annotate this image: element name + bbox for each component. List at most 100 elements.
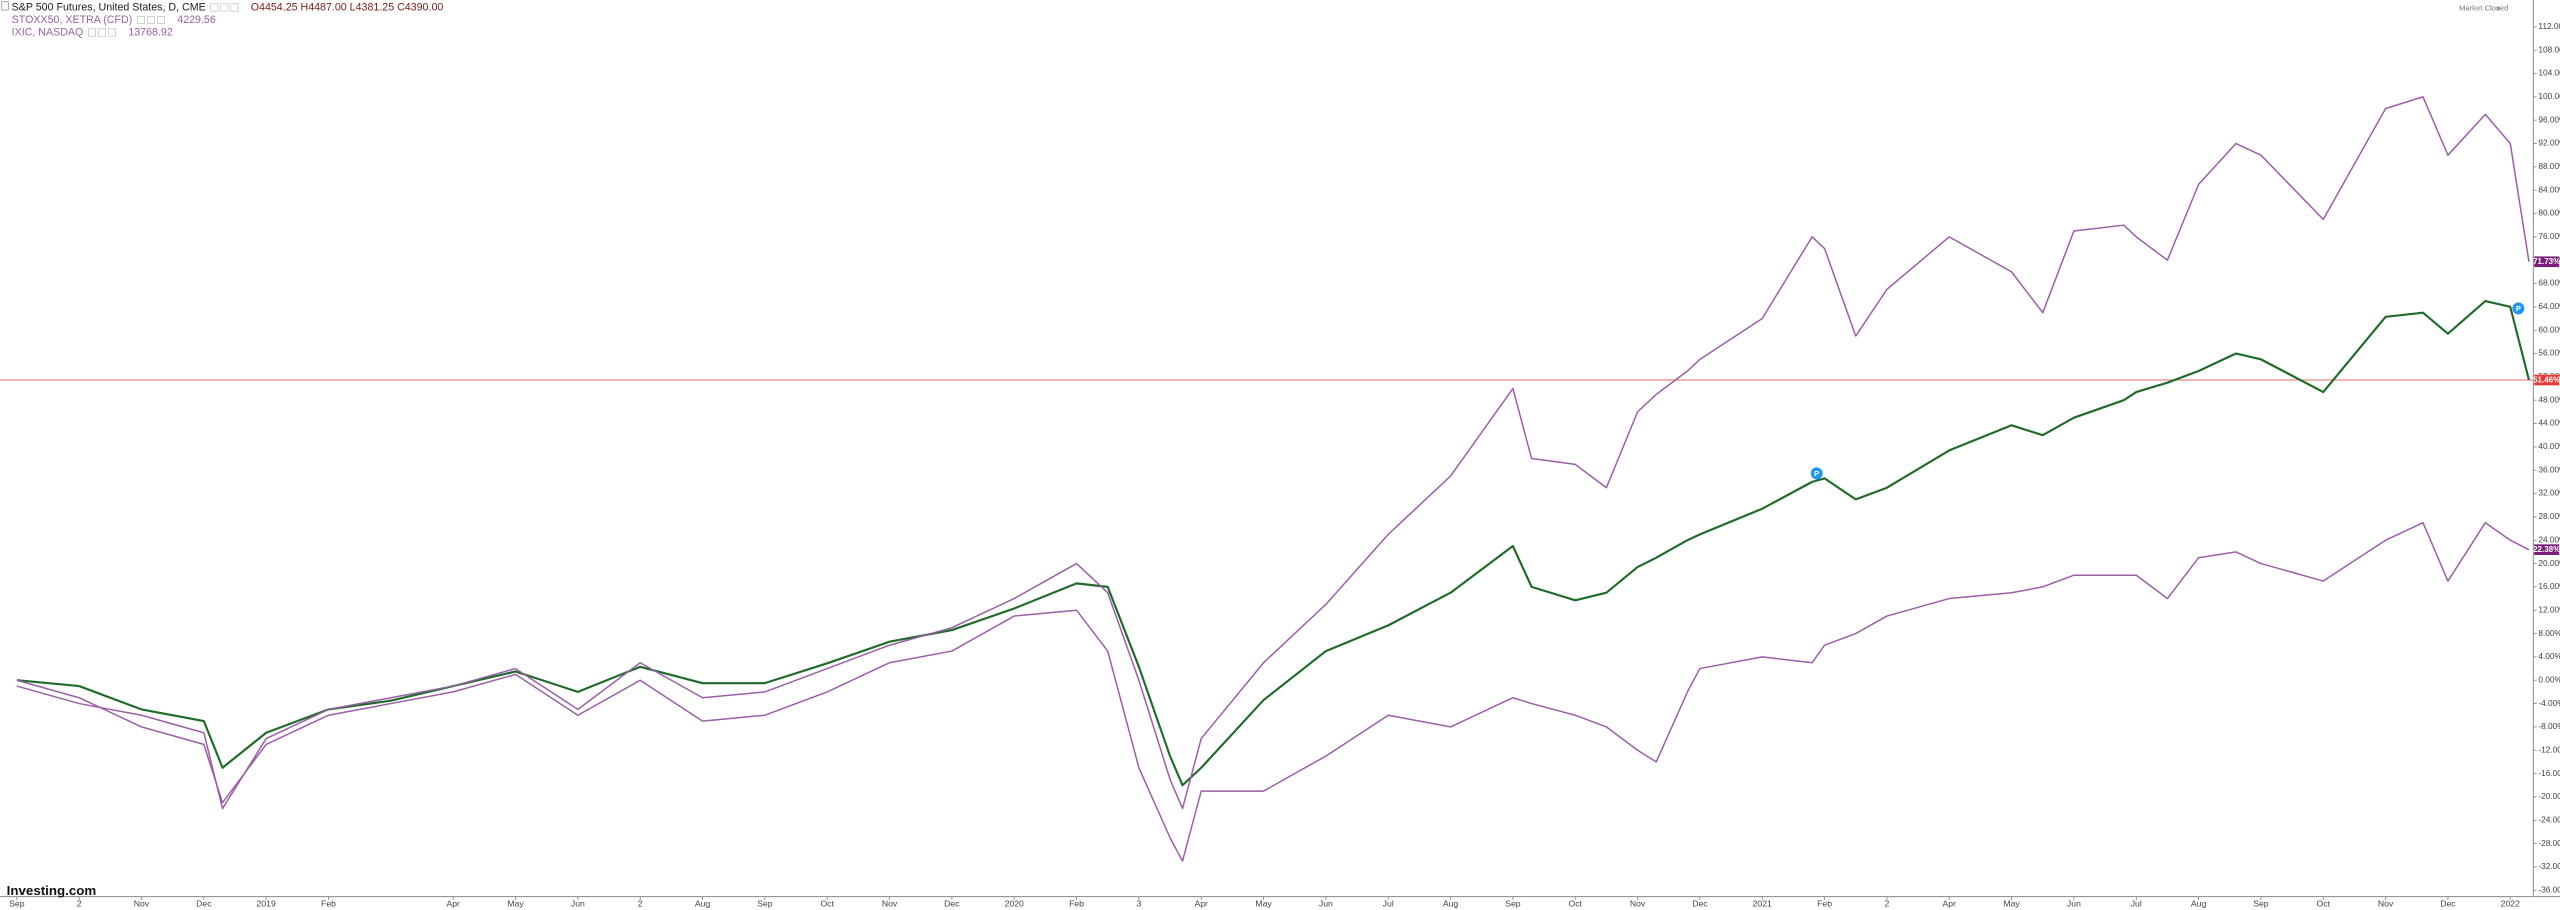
legend-quote: O4454.25 H4487.00 L4381.25 C4390.00 [251, 1, 444, 13]
pattern-marker[interactable] [2512, 302, 2525, 315]
legend-quote: 4229.56 [177, 14, 216, 26]
pattern-marker[interactable] [1810, 467, 1823, 480]
last-value-badge [2534, 374, 2560, 386]
x-tick-label: Feb [321, 898, 336, 908]
pattern-marker-icon: P [2516, 304, 2521, 313]
y-tick-label: 20.00% [2538, 558, 2560, 568]
last-value-label: 71.73% [2533, 257, 2560, 266]
y-tick-label: 32.00% [2538, 488, 2560, 498]
y-tick-label: 4.00% [2538, 651, 2560, 661]
brand-logo: Investing.com [7, 883, 97, 898]
y-tick-label: 16.00% [2538, 581, 2560, 591]
market-status: Market Closed [2459, 3, 2508, 12]
x-tick-label: Sep [9, 898, 25, 908]
x-tick-label: Nov [134, 898, 150, 908]
last-value-label: 22.38% [2533, 545, 2560, 554]
legend-control[interactable] [107, 28, 116, 37]
y-tick-label: 8.00% [2538, 628, 2560, 638]
legend-control[interactable] [220, 3, 229, 12]
y-tick-label: -12.00% [2538, 744, 2560, 754]
x-tick-label: Oct [820, 898, 834, 908]
y-tick-label: 96.00% [2538, 114, 2560, 124]
x-tick-label: Dec [944, 898, 960, 908]
y-tick-label: 12.00% [2538, 604, 2560, 614]
x-tick-label: May [2003, 898, 2020, 908]
y-tick-label: 44.00% [2538, 418, 2560, 428]
x-tick-label: Sep [1505, 898, 1521, 908]
y-tick-label: 40.00% [2538, 441, 2560, 451]
x-tick-label: Feb [1069, 898, 1084, 908]
x-tick-label: 3 [1136, 898, 1141, 908]
x-tick-label: Sep [2253, 898, 2269, 908]
y-tick-label: 56.00% [2538, 348, 2560, 358]
x-tick-label: Jun [1319, 898, 1333, 908]
x-tick-label: 2021 [1753, 898, 1772, 908]
y-tick-label: 0.00% [2538, 674, 2560, 684]
y-tick-label: 60.00% [2538, 324, 2560, 334]
x-tick-label: Oct [2317, 898, 2331, 908]
x-tick-label: 2022 [2501, 898, 2520, 908]
y-tick-label: 88.00% [2538, 161, 2560, 171]
legend-control[interactable] [136, 16, 145, 25]
x-tick-label: 2020 [1005, 898, 1024, 908]
x-tick-label: Jul [1383, 898, 1394, 908]
legend-control[interactable] [156, 16, 165, 25]
x-tick-label: Apr [1194, 898, 1208, 908]
x-tick-label: 2 [638, 898, 643, 908]
x-tick-label: Dec [1692, 898, 1708, 908]
x-tick-label: Apr [446, 898, 460, 908]
x-tick-label: Nov [882, 898, 898, 908]
y-tick-label: 28.00% [2538, 511, 2560, 521]
x-tick-label: Feb [1817, 898, 1832, 908]
series-line [16, 299, 2531, 787]
x-tick-label: Aug [1443, 898, 1459, 908]
y-tick-label: 100.00% [2538, 91, 2560, 101]
y-tick-label: 76.00% [2538, 231, 2560, 241]
y-tick-label: -28.00% [2538, 838, 2560, 848]
x-tick-label: Sep [757, 898, 773, 908]
y-tick-label: 84.00% [2538, 184, 2560, 194]
series-line [16, 521, 2530, 862]
legend-control[interactable] [146, 16, 155, 25]
y-tick-label: -32.00% [2538, 861, 2560, 871]
y-tick-label: -4.00% [2538, 698, 2560, 708]
y-tick-label: 92.00% [2538, 138, 2560, 148]
x-tick-label: 2 [77, 898, 82, 908]
x-tick-label: Nov [1630, 898, 1646, 908]
x-tick-label: Aug [695, 898, 711, 908]
legend-control[interactable] [87, 28, 96, 37]
x-tick-label: May [1255, 898, 1272, 908]
x-tick-label: Jun [571, 898, 585, 908]
last-value-label: 51.46% [2533, 375, 2560, 384]
y-tick-label: 64.00% [2538, 301, 2560, 311]
x-tick-label: Aug [2191, 898, 2207, 908]
x-tick-label: 2019 [257, 898, 276, 908]
legend-quote: 13768.92 [128, 26, 173, 38]
legend-control[interactable] [97, 28, 106, 37]
x-tick-label: Jun [2067, 898, 2081, 908]
x-tick-label: 2 [1884, 898, 1889, 908]
legend-name: STOXX50, XETRA (CFD) [12, 14, 133, 26]
legend-name: IXIC, NASDAQ [12, 26, 84, 38]
x-tick-label: Apr [1943, 898, 1957, 908]
y-tick-label: -36.00% [2538, 884, 2560, 894]
x-tick-label: May [507, 898, 524, 908]
y-tick-label: 24.00% [2538, 534, 2560, 544]
last-value-badge [2534, 256, 2560, 268]
legend-name: S&P 500 Futures, United States, D, CME [12, 1, 206, 13]
legend-control[interactable] [230, 3, 239, 12]
x-tick-label: Nov [2378, 898, 2394, 908]
x-tick-label: Dec [196, 898, 212, 908]
y-tick-label: 36.00% [2538, 464, 2560, 474]
x-tick-label: Oct [1568, 898, 1582, 908]
legend-toggle[interactable] [1, 1, 9, 11]
status-dot [2496, 6, 2500, 10]
y-tick-label: -20.00% [2538, 791, 2560, 801]
legend-control[interactable] [210, 3, 219, 12]
y-tick-label: 104.00% [2538, 68, 2560, 78]
y-tick-label: -8.00% [2538, 721, 2560, 731]
y-tick-label: 80.00% [2538, 208, 2560, 218]
